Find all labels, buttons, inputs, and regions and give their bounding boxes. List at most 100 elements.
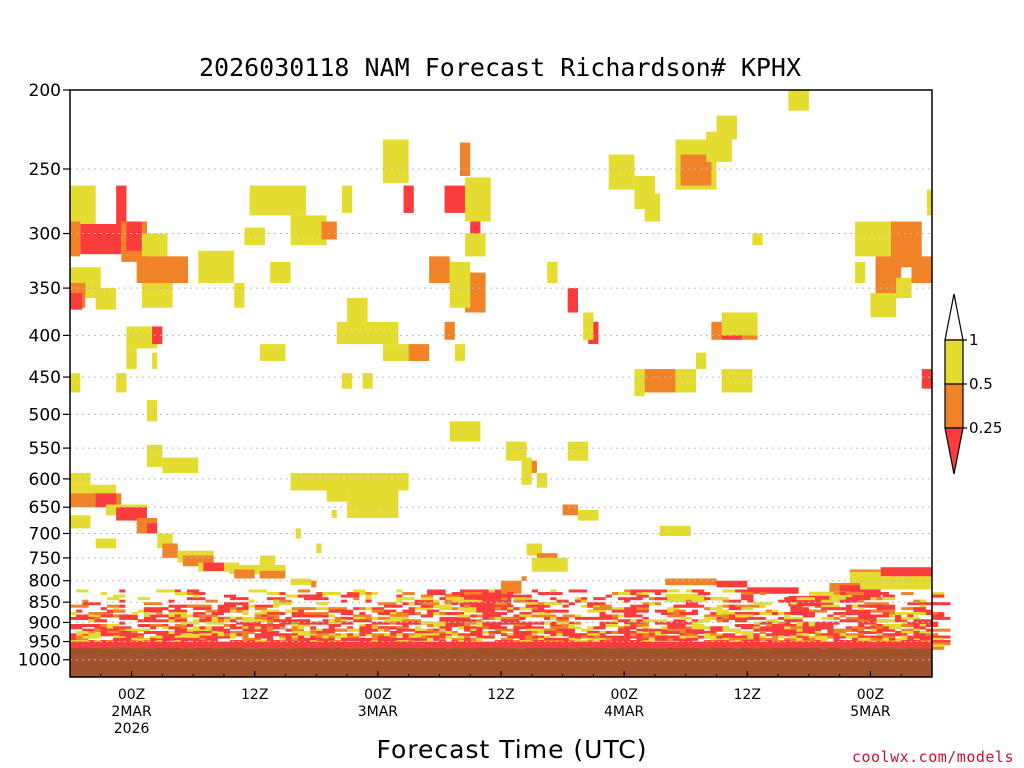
ri-cell-yellow xyxy=(353,589,366,593)
ri-cell-yellow xyxy=(193,594,200,598)
ri-cell-red xyxy=(698,592,711,596)
ri-cell-orange xyxy=(131,630,138,634)
y-tick-label-450: 450 xyxy=(29,368,61,388)
ri-cell-red xyxy=(507,592,514,596)
ri-cell-red xyxy=(143,609,163,613)
ri-cell-red xyxy=(168,599,175,603)
ri-cell-red xyxy=(143,607,151,611)
ri-cell-orange xyxy=(182,555,214,567)
ri-cell-yellow xyxy=(654,633,668,637)
ri-cell-yellow xyxy=(464,599,483,603)
ri-cell-yellow xyxy=(449,421,481,442)
ri-cell-yellow xyxy=(433,604,452,608)
ri-cell-yellow xyxy=(784,616,803,620)
ri-cell-red xyxy=(550,637,563,641)
ri-cell-orange xyxy=(716,619,723,623)
ri-cell-orange xyxy=(562,504,578,516)
ri-cell-orange xyxy=(501,637,508,641)
ri-cell-orange xyxy=(451,630,458,634)
ri-cell-red xyxy=(796,602,803,606)
ri-cell-red xyxy=(858,630,877,634)
ri-cell-red xyxy=(630,624,637,628)
ri-cell-red xyxy=(858,635,877,639)
ri-cell-red xyxy=(685,628,705,632)
ri-cell-yellow xyxy=(667,607,680,611)
site-credit[interactable]: coolwx.com/models xyxy=(852,748,1014,766)
ri-cell-red xyxy=(519,612,532,616)
ri-cell-red xyxy=(82,602,101,606)
ri-cell-yellow xyxy=(464,609,477,613)
ri-cell-orange xyxy=(427,602,434,606)
ri-cell-orange xyxy=(193,604,212,608)
ri-cell-red xyxy=(907,621,914,625)
ri-cell-red xyxy=(211,612,224,616)
ri-cell-red xyxy=(753,633,760,637)
ri-cell-yellow xyxy=(855,221,891,257)
ri-cell-red xyxy=(482,597,489,601)
ri-cell-yellow xyxy=(695,352,707,370)
ri-cell-yellow xyxy=(858,607,865,611)
x-tick-label: 5MAR xyxy=(850,704,891,720)
ri-cell-orange xyxy=(913,599,926,603)
ri-cell-red xyxy=(513,633,532,637)
ri-cell-yellow xyxy=(698,626,711,630)
ri-cell-yellow xyxy=(525,602,538,606)
ri-cell-red xyxy=(137,619,144,623)
ri-cell-red xyxy=(919,626,926,630)
ri-cell-red xyxy=(223,602,237,606)
ri-cell-red xyxy=(880,567,932,577)
ri-cell-red xyxy=(273,626,280,630)
ri-cell-yellow xyxy=(408,602,415,606)
ri-cell-red xyxy=(734,619,748,623)
ri-cell-red xyxy=(679,604,699,608)
ri-cell-yellow xyxy=(259,344,286,361)
ri-cell-yellow xyxy=(211,630,231,634)
ri-cell-red xyxy=(347,594,360,598)
ri-cell-yellow xyxy=(860,576,932,590)
ri-cell-orange xyxy=(711,321,722,340)
ri-cell-yellow xyxy=(642,619,649,623)
ri-cell-yellow xyxy=(365,594,372,598)
ri-cell-yellow xyxy=(716,604,723,608)
ri-cell-red xyxy=(778,616,785,620)
ri-cell-red xyxy=(513,635,526,639)
ri-cell-red xyxy=(716,635,729,639)
ri-cell-red xyxy=(599,621,618,625)
ri-cell-red xyxy=(365,628,378,632)
ri-cell-red xyxy=(119,616,138,620)
ri-cell-yellow xyxy=(174,592,187,596)
ri-cell-red xyxy=(457,621,465,625)
ri-cell-red xyxy=(728,607,748,611)
ri-cell-red xyxy=(919,602,939,606)
ri-cell-orange xyxy=(174,616,187,620)
ri-cell-red xyxy=(858,614,877,618)
ri-cell-yellow xyxy=(796,637,809,641)
ri-cell-red xyxy=(716,580,748,588)
ri-cell-red xyxy=(150,607,169,611)
ri-cell-red xyxy=(303,614,317,618)
ri-cell-red xyxy=(790,597,797,601)
ri-cell-yellow xyxy=(605,624,618,628)
ri-cell-red xyxy=(254,633,274,637)
ri-cell-red xyxy=(907,635,914,639)
ri-cell-orange xyxy=(501,580,522,594)
ri-cell-orange xyxy=(636,607,649,611)
ri-cell-red xyxy=(303,637,317,641)
ri-cell-yellow xyxy=(926,189,932,216)
ri-cell-red xyxy=(882,628,896,632)
ri-cell-orange xyxy=(611,614,618,618)
ri-cell-red xyxy=(882,594,896,598)
ri-cell-orange xyxy=(303,612,323,616)
ri-cell-yellow xyxy=(710,637,729,641)
ri-cell-red xyxy=(845,607,852,611)
ri-cell-red xyxy=(113,637,120,641)
ri-cell-red xyxy=(377,635,397,639)
ri-cell-red xyxy=(630,604,649,608)
ri-cell-red xyxy=(802,621,809,625)
ri-cell-orange xyxy=(267,628,274,632)
ri-cell-red xyxy=(525,594,532,598)
ri-cell-orange xyxy=(371,633,378,637)
ri-cell-red xyxy=(574,616,582,620)
ri-cell-red xyxy=(273,624,280,628)
ri-cell-red xyxy=(691,602,699,606)
